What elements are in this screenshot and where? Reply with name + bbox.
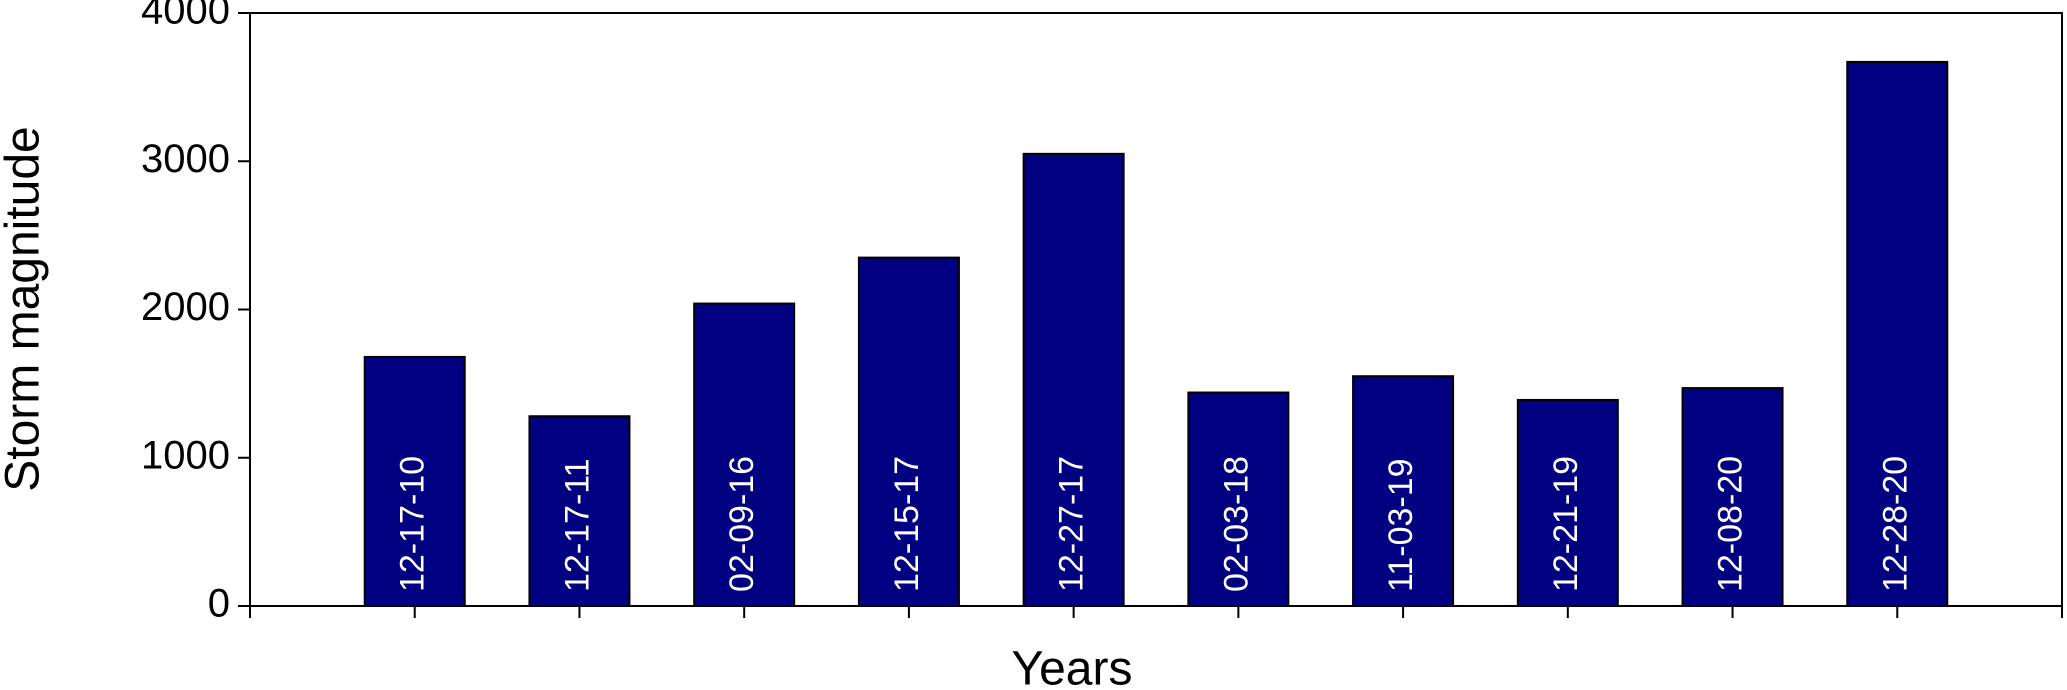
bar bbox=[1681, 387, 1784, 608]
bar bbox=[1187, 391, 1290, 607]
y-tick-label: 1000 bbox=[141, 433, 230, 477]
category-label: 12-08-20 bbox=[1712, 456, 1750, 592]
x-axis-title: Years bbox=[1012, 643, 1133, 690]
bar bbox=[1846, 60, 1949, 608]
y-tick-label: 2000 bbox=[141, 285, 230, 329]
bar bbox=[693, 302, 796, 607]
bar bbox=[1516, 398, 1619, 607]
category-label: 12-17-11 bbox=[558, 458, 596, 592]
bar bbox=[363, 355, 466, 607]
category-label: 12-15-17 bbox=[888, 456, 926, 592]
category-label: 12-27-17 bbox=[1053, 456, 1091, 592]
bar bbox=[857, 256, 960, 607]
y-tick-label: 0 bbox=[208, 582, 230, 626]
category-label: 12-21-19 bbox=[1547, 456, 1585, 592]
category-label: 02-09-16 bbox=[723, 456, 761, 592]
category-label: 11-03-19 bbox=[1382, 458, 1420, 592]
y-tick-label: 3000 bbox=[141, 137, 230, 181]
category-label: 12-28-20 bbox=[1876, 456, 1914, 592]
category-label: 12-17-10 bbox=[394, 456, 432, 592]
bar bbox=[1022, 152, 1125, 607]
category-label: 02-03-18 bbox=[1217, 456, 1255, 592]
y-tick-label: 4000 bbox=[141, 0, 230, 33]
bar bbox=[528, 415, 631, 607]
y-axis-title: Storm magnitude bbox=[0, 126, 50, 492]
plot-frame bbox=[249, 12, 2063, 607]
bar bbox=[1352, 375, 1455, 607]
